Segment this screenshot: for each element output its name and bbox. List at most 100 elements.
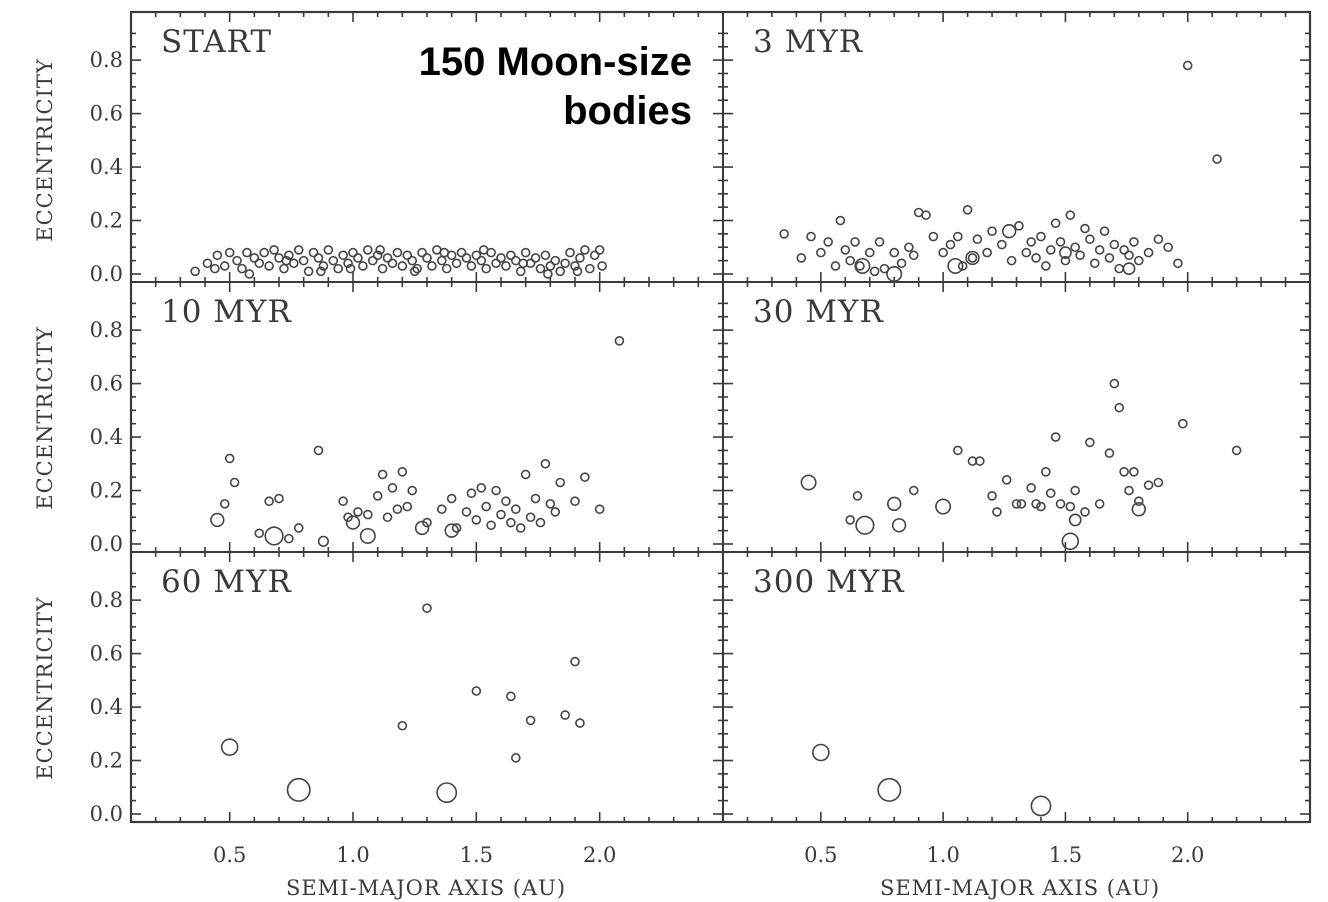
data-point — [397, 261, 408, 271]
panel-30-myr: 30 MYR — [723, 282, 1310, 552]
data-point — [397, 467, 408, 477]
data-point — [1080, 223, 1090, 234]
data-point — [446, 493, 457, 504]
data-point — [439, 247, 450, 258]
data-point — [589, 250, 600, 261]
data-point — [1114, 402, 1125, 413]
data-point — [1129, 237, 1139, 247]
data-point — [510, 753, 521, 763]
data-point — [1104, 253, 1115, 263]
data-point — [422, 603, 432, 613]
data-point — [889, 247, 900, 258]
data-point — [264, 496, 274, 507]
data-point — [1109, 239, 1120, 250]
data-point — [560, 258, 570, 269]
y-tick-label: 0.6 — [90, 372, 123, 396]
data-point — [1104, 448, 1115, 458]
data-point — [1182, 60, 1193, 71]
data-point — [476, 483, 487, 493]
data-point — [1085, 234, 1095, 245]
data-point-large — [812, 743, 830, 762]
data-point — [478, 245, 489, 255]
data-point — [997, 239, 1007, 250]
y-tick-label: 0.0 — [90, 262, 123, 286]
data-point — [316, 266, 326, 277]
data-point — [476, 255, 487, 266]
data-point — [397, 720, 408, 731]
data-point — [422, 253, 432, 263]
data-point — [506, 691, 516, 702]
xlabel-left: SEMI-MAJOR AXIS (AU) — [286, 876, 566, 900]
data-point — [515, 523, 526, 533]
x-tick-label: 1.5 — [1049, 843, 1082, 867]
data-point — [491, 485, 501, 496]
panel-label: 60 MYR — [161, 564, 293, 600]
data-point — [1055, 237, 1066, 247]
data-point — [338, 250, 348, 261]
data-point — [594, 245, 605, 255]
data-point — [501, 261, 511, 271]
data-point — [281, 255, 292, 266]
data-point — [232, 255, 242, 266]
data-point — [303, 266, 314, 277]
data-point — [496, 253, 506, 263]
data-point-large — [891, 518, 907, 533]
data-point — [323, 245, 334, 255]
data-point — [210, 263, 220, 274]
data-point — [274, 493, 284, 504]
panel-60-myr: 60 MYR 0.0 0.2 0.4 0.6 0.8 0.5 1.0 1.5 2.0 — [90, 552, 723, 867]
data-point — [343, 512, 353, 523]
data-point — [1001, 475, 1012, 485]
y-tick-label: 0.6 — [90, 642, 123, 666]
data-point — [572, 266, 583, 277]
data-point — [515, 266, 526, 277]
data-point — [409, 266, 420, 277]
data-point-large — [317, 535, 330, 547]
data-point — [427, 261, 437, 271]
data-point — [417, 247, 427, 258]
data-point — [570, 656, 580, 667]
y-tick-label: 0.4 — [90, 425, 123, 449]
data-point — [362, 245, 373, 255]
data-point — [520, 247, 531, 258]
data-point — [1045, 488, 1056, 498]
data-point — [451, 258, 462, 269]
panel-label: 300 MYR — [753, 564, 905, 600]
data-point — [1041, 467, 1051, 477]
data-point — [1055, 499, 1066, 509]
panel-start: START 0.0 0.2 0.4 0.6 0.8 — [90, 12, 723, 286]
data-point — [318, 261, 329, 271]
data-point — [962, 205, 973, 215]
data-point — [550, 255, 561, 266]
data-point-large — [887, 496, 902, 512]
data-point — [501, 496, 511, 507]
y-tick-label: 0.4 — [90, 155, 123, 179]
data-point — [402, 501, 413, 512]
data-point — [864, 247, 875, 258]
data-point-large — [1068, 513, 1082, 527]
x-tick-label: 1.0 — [926, 843, 959, 867]
data-point-large — [220, 738, 239, 756]
x-tick-label: 2.0 — [1171, 843, 1204, 867]
data-point — [308, 247, 319, 258]
ylabel-row2: ECCENTRICITY — [33, 326, 57, 510]
data-point — [938, 247, 948, 258]
data-point — [348, 247, 358, 258]
panel-label: 3 MYR — [753, 24, 864, 60]
data-point — [852, 491, 863, 501]
y-tick-label: 0.0 — [90, 532, 123, 556]
data-point — [1050, 432, 1061, 442]
data-point — [972, 234, 983, 245]
data-point — [975, 456, 985, 466]
data-point — [202, 258, 213, 269]
data-point — [518, 258, 529, 269]
data-point — [333, 263, 344, 274]
ylabel-row3: ECCENTRICITY — [33, 596, 57, 780]
data-point — [555, 477, 566, 488]
data-point — [471, 250, 482, 261]
data-point-large — [1030, 795, 1052, 817]
data-point — [461, 253, 472, 263]
data-point — [372, 250, 383, 261]
panel-3-myr: 3 MYR — [723, 12, 1310, 282]
data-point — [1173, 258, 1183, 269]
